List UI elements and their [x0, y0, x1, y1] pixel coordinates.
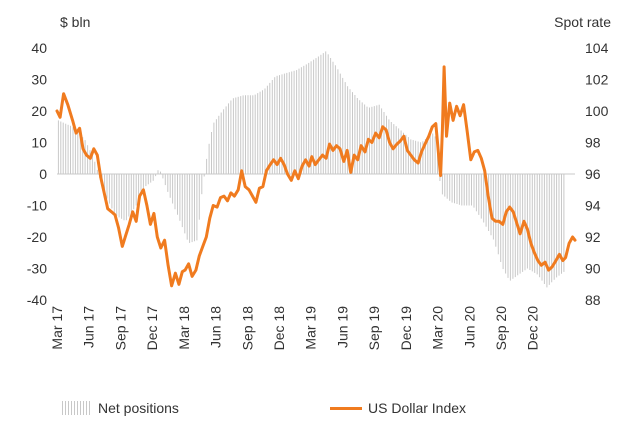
left-axis-tick-label: -40 — [27, 292, 47, 308]
right-axis-tick-label: 92 — [585, 229, 601, 245]
x-axis-tick-label: Mar 19 — [303, 306, 319, 350]
x-axis-tick-label: Sep 20 — [493, 306, 509, 351]
right-axis-unit-label: Spot rate — [554, 14, 611, 30]
left-axis-tick-label: 40 — [31, 40, 47, 56]
right-axis-ticks: 104 102 100 98 96 94 92 90 88 — [585, 40, 609, 308]
left-axis-tick-label: 20 — [31, 103, 47, 119]
x-axis-tick-label: Jun 20 — [461, 306, 477, 348]
right-axis-tick-label: 96 — [585, 166, 601, 182]
x-axis-tick-label: Mar 17 — [49, 306, 65, 350]
net-positions-bars — [57, 51, 565, 288]
left-axis-tick-label: -30 — [27, 261, 47, 277]
x-axis-tick-label: Jun 19 — [334, 306, 350, 348]
x-axis-tick-label: Dec 18 — [271, 306, 287, 351]
right-axis-tick-label: 90 — [585, 261, 601, 277]
legend-net-positions: Net positions — [62, 398, 179, 418]
left-axis-tick-label: 10 — [31, 135, 47, 151]
left-axis-tick-label: -20 — [27, 229, 47, 245]
net-positions-swatch — [62, 401, 92, 415]
x-axis-tick-label: Dec 20 — [525, 306, 541, 351]
x-axis-tick-label: Dec 17 — [144, 306, 160, 351]
right-axis-tick-label: 102 — [585, 72, 609, 88]
left-axis-unit-label: $ bln — [60, 14, 90, 30]
legend-us-dollar-index-label: US Dollar Index — [368, 400, 467, 416]
x-axis-tick-label: Mar 18 — [176, 306, 192, 350]
left-axis-tick-label: -10 — [27, 198, 47, 214]
left-axis-tick-label: 30 — [31, 72, 47, 88]
x-axis-tick-label: Sep 18 — [239, 306, 255, 351]
x-axis-tick-label: Sep 19 — [366, 306, 382, 351]
x-axis-tick-label: Jun 17 — [81, 306, 97, 348]
right-axis-tick-label: 104 — [585, 40, 609, 56]
x-axis-tick-label: Mar 20 — [430, 306, 446, 350]
x-axis-ticks: Mar 17 Jun 17 Sep 17 Dec 17 Mar 18 Jun 18 Sep … — [49, 306, 541, 351]
right-axis-tick-label: 94 — [585, 198, 601, 214]
x-axis-tick-label: Sep 17 — [112, 306, 128, 351]
x-axis-tick-label: Jun 18 — [208, 306, 224, 348]
right-axis-tick-label: 100 — [585, 103, 609, 119]
left-axis-tick-label: 0 — [39, 166, 47, 182]
right-axis-tick-label: 88 — [585, 292, 601, 308]
left-axis-ticks: 40 30 20 10 0 -10 -20 -30 -40 — [27, 40, 47, 308]
x-axis-tick-label: Dec 19 — [398, 306, 414, 351]
us-dollar-index-swatch — [330, 406, 362, 410]
us-dollar-index-line — [55, 65, 577, 288]
legend-us-dollar-index: US Dollar Index — [330, 398, 466, 418]
legend-net-positions-label: Net positions — [98, 400, 179, 416]
right-axis-tick-label: 98 — [585, 135, 601, 151]
